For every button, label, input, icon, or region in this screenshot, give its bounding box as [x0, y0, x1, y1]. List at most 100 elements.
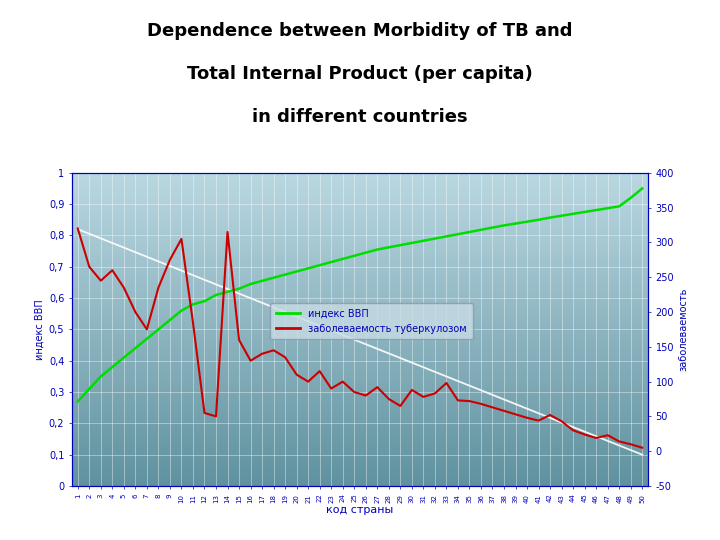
Bar	[72, 390, 648, 392]
Bar	[72, 267, 648, 269]
Bar	[72, 185, 648, 187]
Bar	[72, 388, 648, 390]
Legend: индекс ВВП, заболеваемость туберкулозом: индекс ВВП, заболеваемость туберкулозом	[270, 303, 473, 340]
Bar	[72, 296, 648, 298]
Y-axis label: индекс ВВП: индекс ВВП	[35, 299, 45, 360]
Bar	[72, 302, 648, 305]
Bar	[72, 363, 648, 365]
Bar	[72, 183, 648, 185]
Bar	[72, 198, 648, 200]
X-axis label: код страны: код страны	[326, 505, 394, 515]
Bar	[72, 346, 648, 348]
Bar	[72, 192, 648, 194]
Bar	[72, 450, 648, 453]
Bar	[72, 413, 648, 415]
Bar	[72, 242, 648, 244]
Bar	[72, 442, 648, 444]
Bar	[72, 190, 648, 192]
Bar	[72, 356, 648, 359]
Bar	[72, 480, 648, 482]
Bar	[72, 367, 648, 369]
Bar	[72, 259, 648, 260]
Bar	[72, 273, 648, 275]
Bar	[72, 431, 648, 434]
Bar	[72, 323, 648, 325]
Bar	[72, 181, 648, 183]
Bar	[72, 281, 648, 284]
Bar	[72, 177, 648, 179]
Bar	[72, 447, 648, 448]
Bar	[72, 313, 648, 315]
Bar	[72, 227, 648, 229]
Bar	[72, 434, 648, 436]
Bar	[72, 344, 648, 346]
Bar	[72, 179, 648, 181]
Bar	[72, 206, 648, 208]
Bar	[72, 342, 648, 344]
Bar	[72, 386, 648, 388]
Bar	[72, 428, 648, 430]
Bar	[72, 421, 648, 423]
Bar	[72, 196, 648, 198]
Bar	[72, 338, 648, 340]
Bar	[72, 423, 648, 426]
Bar	[72, 371, 648, 373]
Bar	[72, 225, 648, 227]
Bar	[72, 400, 648, 402]
Bar	[72, 448, 648, 450]
Bar	[72, 457, 648, 459]
Bar	[72, 325, 648, 327]
Bar	[72, 321, 648, 323]
Bar	[72, 240, 648, 242]
Text: Dependence between Morbidity of TB and: Dependence between Morbidity of TB and	[148, 22, 572, 39]
Bar	[72, 217, 648, 219]
Bar	[72, 329, 648, 332]
Bar	[72, 476, 648, 478]
Bar	[72, 394, 648, 396]
Bar	[72, 415, 648, 417]
Bar	[72, 382, 648, 384]
Bar	[72, 248, 648, 250]
Bar	[72, 409, 648, 411]
Bar	[72, 219, 648, 221]
Bar	[72, 279, 648, 281]
Bar	[72, 275, 648, 277]
Bar	[72, 211, 648, 212]
Bar	[72, 482, 648, 484]
Bar	[72, 359, 648, 361]
Bar	[72, 419, 648, 421]
Bar	[72, 244, 648, 246]
Bar	[72, 208, 648, 211]
Bar	[72, 221, 648, 223]
Bar	[72, 310, 648, 313]
Bar	[72, 380, 648, 382]
Bar	[72, 269, 648, 271]
Bar	[72, 231, 648, 233]
Bar	[72, 271, 648, 273]
Bar	[72, 407, 648, 409]
Bar	[72, 300, 648, 302]
Bar	[72, 348, 648, 350]
Bar	[72, 306, 648, 308]
Bar	[72, 308, 648, 310]
Bar	[72, 463, 648, 465]
Bar	[72, 465, 648, 467]
Y-axis label: заболеваемость: заболеваемость	[678, 288, 688, 371]
Bar	[72, 365, 648, 367]
Bar	[72, 202, 648, 204]
Bar	[72, 187, 648, 190]
Bar	[72, 229, 648, 231]
Bar	[72, 286, 648, 288]
Bar	[72, 252, 648, 254]
Bar	[72, 292, 648, 294]
Bar	[72, 467, 648, 469]
Bar	[72, 384, 648, 386]
Bar	[72, 375, 648, 377]
Bar	[72, 277, 648, 279]
Bar	[72, 214, 648, 217]
Bar	[72, 396, 648, 399]
Bar	[72, 411, 648, 413]
Text: in different countries: in different countries	[252, 108, 468, 126]
Bar	[72, 402, 648, 404]
Bar	[72, 332, 648, 334]
